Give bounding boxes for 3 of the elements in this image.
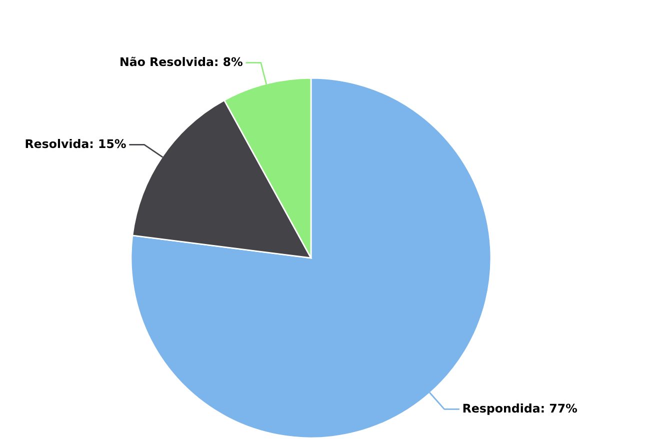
slice-label: Resolvida: 15%	[26, 138, 126, 148]
slice-label: Não Resolvida: 8%	[120, 56, 242, 66]
slice-label: Respondida: 77%	[463, 404, 578, 415]
